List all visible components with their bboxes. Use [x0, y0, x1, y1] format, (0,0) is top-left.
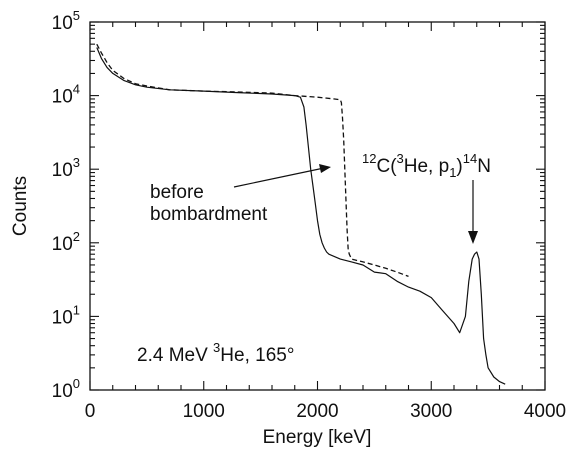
series-layer [96, 43, 506, 385]
y-tick-label: 102 [52, 229, 80, 255]
x-axis: 0 1000 2000 3000 4000 [85, 22, 566, 422]
beam-label: 2.4 MeV 3He, 165° [137, 340, 294, 366]
y-tick-label: 103 [52, 155, 80, 181]
x-tick-label: 0 [85, 401, 96, 422]
y-axis-title: Counts [10, 176, 31, 236]
reaction-arrow [468, 180, 478, 244]
reaction-label: 12C(3He, p1)14N [362, 151, 491, 180]
x-tick-label: 2000 [296, 401, 338, 422]
y-axis: 100 101 102 103 104 105 [52, 8, 545, 402]
x-tick-label: 3000 [410, 401, 452, 422]
x-axis-title: Energy [keV] [263, 427, 372, 448]
y-tick-label: 100 [52, 376, 80, 402]
before-label-line2: bombardment [150, 204, 268, 225]
y-tick-label: 104 [52, 82, 80, 108]
before-label-line1: before [150, 182, 204, 203]
y-tick-label: 101 [52, 302, 80, 328]
x-tick-label: 4000 [524, 401, 566, 422]
y-tick-label: 105 [52, 8, 80, 34]
x-tick-label: 1000 [183, 401, 225, 422]
before-arrow [233, 164, 331, 188]
dashed-series-line [96, 43, 409, 278]
